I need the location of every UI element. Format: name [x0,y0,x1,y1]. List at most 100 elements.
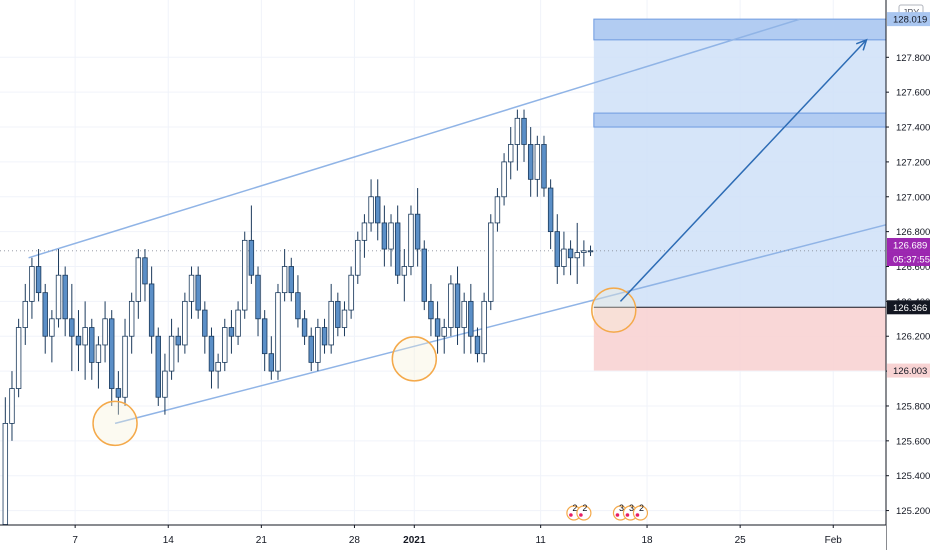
candle [275,283,281,380]
candle [494,188,501,232]
price-tick-label: 125.800 [896,401,930,412]
candle-body [401,266,408,276]
candle [69,283,75,372]
candle [281,249,288,302]
event-count-label: 2 [639,503,644,513]
candle [42,283,48,354]
candle-body [215,361,221,372]
event-flag-icon [635,513,640,517]
candle [248,205,255,284]
time-tick-label: 7 [72,535,78,546]
price-tag-current [887,237,930,252]
channel-upper-line [28,18,801,259]
candle-body [148,283,155,337]
candle-body [574,252,580,259]
highlight-circle [92,400,138,447]
time-axis-bg [0,525,886,550]
price-tag-target [887,12,930,27]
candle-body [248,239,255,276]
time-tick-label: 2021 [403,535,426,546]
candle [348,266,354,319]
candle-body [494,196,501,224]
candle-body [222,327,228,363]
candle [321,318,328,354]
candle [474,327,481,363]
candle [521,109,527,162]
candle [468,283,474,354]
candle [235,301,241,345]
candle-body [182,300,188,346]
candle [508,127,514,180]
candle [341,301,348,337]
candle [361,214,368,258]
event-count-label: 2 [582,503,587,513]
candle-body [155,335,161,398]
candle-body [388,222,394,250]
time-tick-label: 21 [256,535,268,546]
candle [29,257,35,319]
event-count-label: 3 [619,503,624,513]
candle [208,327,215,389]
price-tag-label: 126.003 [893,366,927,377]
candle-body [15,327,22,389]
price-axis[interactable]: JPY125.200125.400125.600125.800126.00012… [885,0,932,550]
price-tag-countdown [887,251,930,266]
candle-body [508,144,514,163]
candle [62,266,68,337]
time-tick-label: 18 [641,535,653,546]
price-tick-label: 125.400 [896,471,930,482]
time-axis[interactable]: 7 14 21 28 2021 11 18 25 Feb [0,524,886,550]
candle-body [135,257,142,302]
candle-body [361,222,368,241]
candle [527,127,534,197]
candle-body [82,327,88,346]
time-tick-label: 14 [163,535,175,546]
candle [414,188,421,267]
price-tick-label: 126.600 [896,262,930,273]
candle-body [261,318,268,355]
candle-body [22,300,28,328]
candle [128,292,135,354]
candle-body [142,257,148,285]
resistance-band [593,18,887,41]
channel-lower-line [114,222,894,425]
candle-body [348,274,354,311]
candle [222,318,228,372]
candle-body [202,309,208,337]
candle [115,371,122,415]
arrow-head [855,38,868,51]
price-tick-label: 127.000 [896,192,930,203]
candle [561,231,567,276]
candle-body [527,144,534,180]
price-tag-label: 126.366 [893,303,927,314]
candle-body [281,266,288,294]
candle [95,336,102,389]
price-tag-label: 05:37:55 [893,254,930,265]
candle [441,318,447,354]
candle-body [428,300,434,320]
price-tag-label: 126.689 [893,240,927,251]
candle-body [2,422,9,525]
candle [15,318,22,398]
candle-body [488,222,494,302]
candle-body [55,274,62,320]
candle-body [355,239,361,276]
candle-body [308,335,314,363]
candle [534,135,541,197]
candle [401,249,408,302]
candle [135,249,142,319]
price-tag-stop [887,363,930,378]
candle [301,310,308,345]
candle [22,283,28,345]
candle [355,231,361,284]
candle [587,245,594,257]
candle [175,327,181,363]
candle-body [315,327,321,363]
candle-body [335,300,341,328]
candle [454,266,461,345]
annotations [92,38,868,447]
